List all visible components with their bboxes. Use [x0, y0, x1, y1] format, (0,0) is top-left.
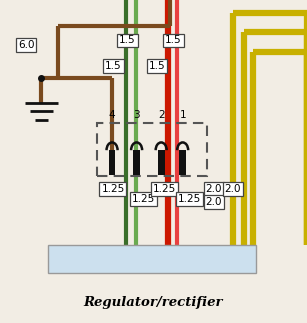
Text: 1.5: 1.5 [165, 36, 182, 45]
Text: 6.0: 6.0 [18, 40, 34, 50]
Bar [179, 150, 186, 175]
Text: 1.5: 1.5 [119, 36, 136, 45]
Text: 3: 3 [133, 110, 140, 120]
Bar [133, 150, 140, 175]
Bar [158, 150, 165, 175]
Text: 2.0: 2.0 [224, 184, 241, 194]
Text: Regulator/rectifier: Regulator/rectifier [84, 296, 223, 308]
Text: 1.25: 1.25 [132, 194, 155, 204]
Bar [48, 245, 256, 273]
Bar [109, 150, 115, 175]
Text: 1.25: 1.25 [101, 184, 125, 194]
Text: 2: 2 [158, 110, 165, 120]
Text: 1.5: 1.5 [149, 61, 165, 71]
Text: 2.0: 2.0 [205, 184, 222, 194]
Text: 1.25: 1.25 [153, 184, 176, 194]
Text: 1.25: 1.25 [177, 194, 201, 204]
Text: 2.0: 2.0 [205, 197, 222, 207]
Text: 1: 1 [179, 110, 186, 120]
Text: 4: 4 [109, 110, 115, 120]
Bar [97, 123, 207, 176]
Text: 1.5: 1.5 [105, 61, 122, 71]
